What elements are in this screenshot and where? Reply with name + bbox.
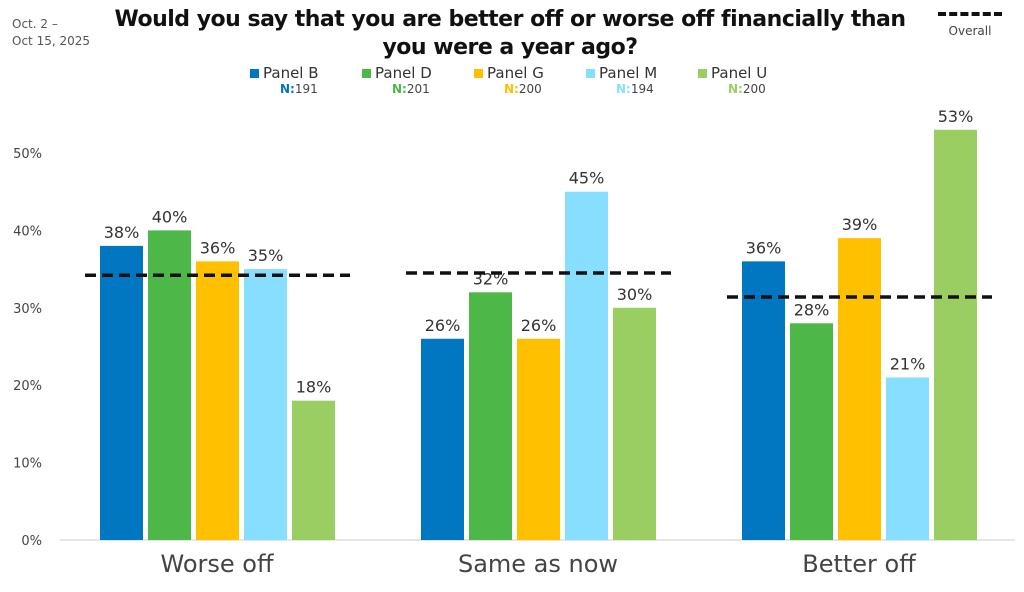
data-label: 40%	[152, 207, 188, 226]
data-label: 30%	[617, 285, 653, 304]
data-label: 18%	[296, 378, 332, 397]
y-tick-label: 20%	[13, 379, 42, 394]
legend-label: Panel B	[263, 64, 319, 82]
legend-swatch	[698, 69, 707, 78]
chart-title: Would you say that you are better off or…	[114, 7, 906, 60]
data-label: 21%	[890, 354, 926, 373]
overall-dash-icon	[938, 12, 1002, 16]
data-label: 35%	[248, 246, 284, 265]
data-label: 45%	[569, 169, 605, 188]
legend-item: Panel U N:200	[698, 64, 810, 96]
legend-item: Panel B N:191	[250, 64, 362, 96]
y-tick-label: 30%	[13, 302, 42, 317]
legend-n: N:191	[280, 82, 318, 96]
legend-n: N:200	[504, 82, 542, 96]
data-label: 26%	[425, 316, 461, 335]
legend-label: Panel M	[599, 64, 658, 82]
bar	[421, 338, 464, 540]
bar	[148, 230, 191, 540]
overall-legend: Overall	[930, 12, 1010, 38]
bar	[934, 129, 977, 540]
overall-legend-label: Overall	[948, 24, 992, 38]
legend-label: Panel D	[375, 64, 432, 82]
date-start: Oct. 2 –	[12, 17, 58, 31]
bar	[517, 338, 560, 540]
legend-swatch	[586, 69, 595, 78]
y-tick-label: 40%	[13, 224, 42, 239]
bar	[790, 323, 833, 540]
data-label: 26%	[521, 316, 557, 335]
y-tick-label: 0%	[21, 534, 42, 549]
y-tick-label: 10%	[13, 457, 42, 472]
x-category-label: Same as now	[458, 550, 618, 578]
legend-n: N:200	[728, 82, 766, 96]
data-label: 53%	[938, 107, 974, 126]
bar	[469, 292, 512, 540]
legend-item: Panel M N:194	[586, 64, 698, 96]
bar	[244, 269, 287, 540]
bar	[838, 238, 881, 540]
data-label: 39%	[842, 215, 878, 234]
bar	[742, 261, 785, 540]
legend-item: Panel D N:201	[362, 64, 474, 96]
bar	[100, 245, 143, 540]
bar	[196, 261, 239, 540]
legend-label: Panel G	[487, 64, 544, 82]
y-tick-label: 50%	[13, 147, 42, 162]
data-label: 36%	[746, 238, 782, 257]
bar	[886, 377, 929, 540]
data-label: 38%	[104, 223, 140, 242]
x-category-label: Better off	[802, 550, 916, 578]
legend-n: N:201	[392, 82, 430, 96]
legend-swatch	[362, 69, 371, 78]
data-label: 28%	[794, 300, 830, 319]
legend-swatch	[250, 69, 259, 78]
date-range: Oct. 2 – Oct 15, 2025	[12, 16, 102, 50]
legend-label: Panel U	[711, 64, 768, 82]
data-label: 36%	[200, 238, 236, 257]
bar	[292, 400, 335, 540]
legend: Panel B N:191 Panel D N:201 Panel G N:200 Pane…	[250, 64, 810, 96]
bar	[565, 191, 608, 540]
legend-swatch	[474, 69, 483, 78]
legend-n: N:194	[616, 82, 654, 96]
bar	[613, 307, 656, 540]
date-end: Oct 15, 2025	[12, 34, 90, 48]
legend-item: Panel G N:200	[474, 64, 586, 96]
x-category-label: Worse off	[161, 550, 274, 578]
